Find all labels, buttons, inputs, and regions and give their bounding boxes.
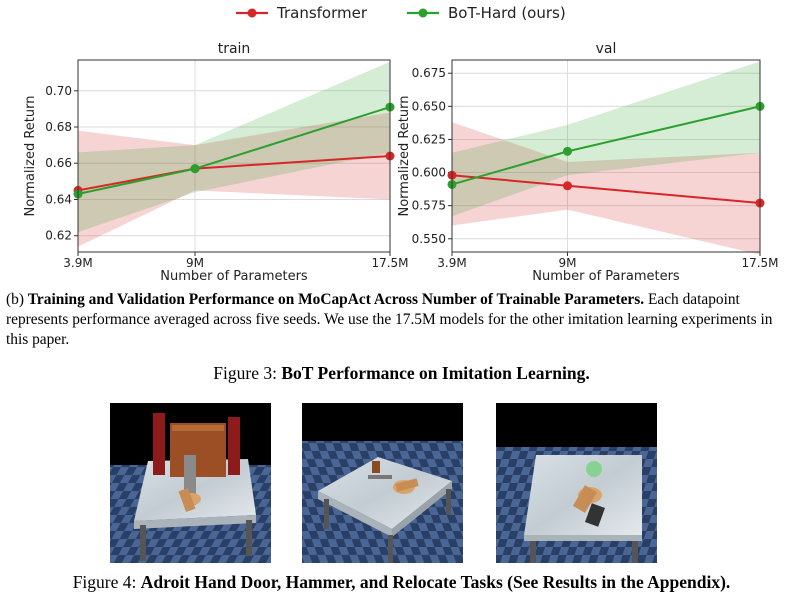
confidence-band <box>78 112 390 247</box>
adroit-hammer-image <box>302 403 463 563</box>
data-point <box>190 164 200 174</box>
figure-4-label: Figure 4: <box>72 572 141 592</box>
legend-label: Transformer <box>277 4 368 22</box>
y-tick-label: 0.575 <box>412 199 446 213</box>
y-tick-label: 0.70 <box>45 84 72 98</box>
chart-title: train <box>218 41 251 57</box>
adroit-relocate-image <box>496 403 657 563</box>
adroit-door-image <box>110 403 271 563</box>
y-tick-label: 0.66 <box>45 156 72 170</box>
y-tick-label: 0.62 <box>45 229 72 243</box>
legend-marker-green-icon <box>407 8 439 18</box>
figure-4-title: Adroit Hand Door, Hammer, and Relocate T… <box>140 572 731 592</box>
legend-item-bot-hard: BoT-Hard (ours) <box>406 4 566 22</box>
y-tick-label: 0.600 <box>412 166 446 180</box>
confidence-band <box>452 61 760 217</box>
x-tick-label: 9M <box>186 256 204 270</box>
subfigure-caption: (b) Training and Validation Performance … <box>6 290 798 350</box>
chart-val: 0.550 0.575 0.600 0.625 0.650 0.675 3.9M 9M 17.5… <box>397 41 779 280</box>
y-tick-label: 0.675 <box>412 66 446 80</box>
data-point <box>563 181 572 191</box>
y-tick-label: 0.625 <box>412 132 446 146</box>
legend-item-transformer: Transformer <box>235 4 367 22</box>
caption-bold: Training and Validation Performance on M… <box>27 291 645 308</box>
chart-title: val <box>596 41 617 57</box>
figure-3-title: BoT Performance on Imitation Learning. <box>281 363 590 383</box>
y-tick-label: 0.64 <box>45 192 72 206</box>
x-axis-label: Number of Parameters <box>160 269 308 280</box>
confidence-band <box>78 61 390 233</box>
figure-3-label: Figure 3: <box>213 363 282 383</box>
caption-text: Each datapoint represents performance av… <box>6 291 773 348</box>
x-axis-label: Number of Parameters <box>532 269 680 280</box>
y-axis-label: Normalized Return <box>23 96 38 217</box>
y-tick-label: 0.550 <box>412 232 446 246</box>
y-tick-label: 0.650 <box>412 99 446 113</box>
figure-3-caption: Figure 3: BoT Performance on Imitation L… <box>0 363 803 384</box>
chart-legend: Transformer BoT-Hard (ours) <box>0 0 803 30</box>
plot-border <box>451 59 761 253</box>
plot-border <box>77 59 391 253</box>
x-tick-label: 17.5M <box>371 256 408 270</box>
chart-train: 0.62 0.64 0.66 0.68 0.70 3.9M 9M 17.5M train Numb… <box>23 41 409 280</box>
x-tick-label: 9M <box>559 256 577 270</box>
figure-4-caption: Figure 4: Adroit Hand Door, Hammer, and … <box>0 572 803 593</box>
caption-prefix: (b) <box>6 291 28 308</box>
legend-marker-red-icon <box>236 8 268 18</box>
x-tick-label: 3.9M <box>63 256 92 270</box>
charts-area: 0.62 0.64 0.66 0.68 0.70 3.9M 9M 17.5M train Numb… <box>23 41 779 280</box>
x-tick-label: 3.9M <box>437 256 466 270</box>
y-tick-label: 0.68 <box>45 120 72 134</box>
x-tick-label: 17.5M <box>741 256 778 270</box>
plot-frame <box>451 59 761 253</box>
legend-label: BoT-Hard (ours) <box>448 4 566 22</box>
data-point <box>563 146 572 156</box>
y-axis-label: Normalized Return <box>397 96 412 217</box>
